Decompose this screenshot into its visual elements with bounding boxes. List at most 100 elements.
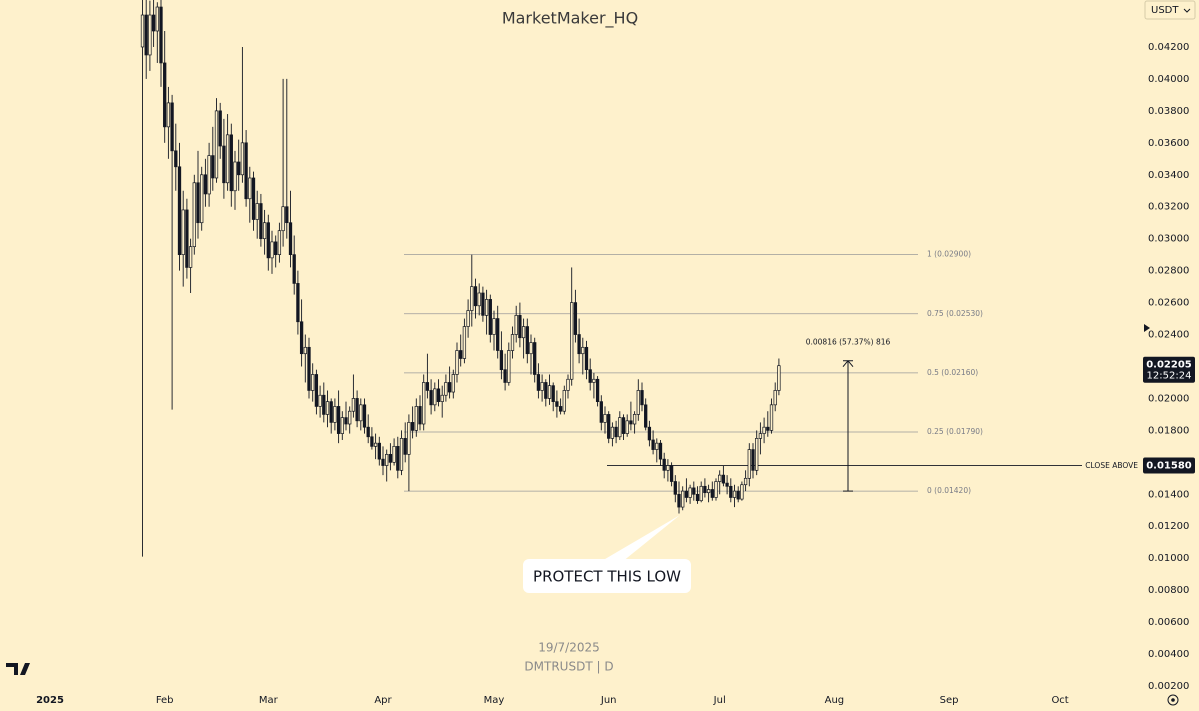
candle-body	[359, 404, 363, 422]
candle-body	[603, 414, 607, 423]
candle-body	[318, 394, 322, 407]
y-tick-label: 0.03000	[1148, 234, 1189, 245]
x-tick-label: Apr	[374, 695, 392, 706]
candle-body	[636, 390, 640, 415]
candle-body	[466, 310, 470, 327]
x-tick-label: Mar	[259, 695, 279, 706]
candle-body	[322, 394, 326, 415]
candle-body	[281, 206, 285, 232]
candle-body	[640, 390, 644, 406]
candle-body	[396, 446, 400, 471]
candle-body	[547, 385, 552, 399]
price-tag	[1143, 457, 1195, 474]
candle-body	[503, 369, 507, 383]
candle-body	[710, 489, 714, 498]
candle-body	[595, 378, 600, 402]
candle-body	[621, 417, 626, 434]
candle-body	[492, 318, 496, 335]
candle-body	[647, 426, 652, 441]
candle-body	[533, 342, 537, 375]
candle-body	[370, 436, 374, 447]
y-tick-label: 0.01800	[1148, 425, 1189, 436]
y-tick-label: 0.01400	[1148, 489, 1189, 500]
candle-body	[540, 382, 544, 391]
candle-body	[747, 449, 751, 479]
x-tick-label: Aug	[825, 695, 845, 706]
candle-body	[736, 490, 740, 500]
candle-body	[692, 487, 696, 495]
last-price: 0.02205	[1146, 360, 1192, 371]
candle-body	[484, 299, 489, 316]
y-tick-label: 0.02000	[1148, 393, 1189, 404]
candle-body	[655, 442, 659, 450]
scroll-marker[interactable]	[1144, 324, 1150, 332]
candle-body	[699, 485, 703, 502]
candle-body	[377, 442, 381, 460]
y-tick-label: 0.04200	[1148, 42, 1189, 53]
candle-body	[599, 401, 603, 423]
logo[interactable]	[6, 663, 30, 675]
y-tick-label: 0.03400	[1148, 170, 1189, 181]
candle-body	[188, 246, 193, 268]
candle-body	[144, 14, 148, 56]
candle-body	[392, 446, 396, 463]
x-tick-label: 2025	[36, 695, 64, 706]
candle-body	[240, 142, 245, 176]
candle-body	[311, 374, 315, 391]
candle-body	[681, 490, 685, 508]
y-tick-label: 0.01200	[1148, 521, 1189, 532]
candle-body	[270, 241, 274, 259]
candle-body	[422, 382, 426, 425]
currency-label: USDT	[1151, 5, 1179, 16]
candle-body	[625, 420, 629, 434]
candle-body	[470, 286, 474, 311]
candle-body	[229, 134, 233, 192]
candle-body	[373, 442, 378, 447]
settings-icon[interactable]	[1167, 694, 1179, 706]
candle-body	[196, 182, 200, 224]
y-tick-label: 0.02400	[1148, 330, 1189, 341]
candle-body	[414, 406, 418, 431]
candle-body	[200, 174, 204, 224]
fib-label: 1 (0.02900)	[927, 250, 971, 259]
candle-body	[562, 390, 566, 412]
candle-body	[385, 454, 389, 466]
y-tick-label: 0.00200	[1148, 681, 1189, 692]
candle-body	[362, 404, 367, 428]
candle-body	[410, 422, 415, 431]
candle-body	[177, 166, 182, 256]
candle-body	[255, 203, 259, 220]
candle-body	[211, 155, 215, 179]
candle-body	[706, 489, 711, 494]
candle-body	[577, 334, 581, 355]
candle-body	[570, 302, 574, 380]
candle-body	[403, 438, 407, 455]
settings-icon-center	[1171, 698, 1175, 702]
candle-body	[773, 390, 777, 406]
candle-body	[140, 14, 145, 48]
currency-select[interactable]	[1144, 0, 1196, 20]
candle-body	[296, 283, 300, 323]
callout-text: PROTECT THIS LOW	[533, 568, 681, 586]
candle-body	[610, 426, 615, 439]
candle-body	[751, 449, 755, 471]
candle-body	[277, 230, 282, 256]
x-tick-label: Oct	[1051, 695, 1068, 706]
candle-body	[673, 481, 677, 495]
candle-body	[566, 378, 570, 391]
candle-body	[418, 406, 422, 425]
candle-body	[644, 404, 648, 428]
candle-body	[233, 161, 237, 192]
candle-body	[629, 420, 633, 425]
candle-body	[588, 369, 592, 383]
candle-body	[348, 410, 352, 425]
candle-body	[181, 209, 185, 256]
y-tick-label: 0.00800	[1148, 585, 1189, 596]
candle-body	[166, 102, 171, 128]
candle-body	[510, 334, 515, 351]
candle-body	[777, 365, 781, 391]
candle-body	[351, 398, 356, 412]
candle-body	[455, 350, 459, 375]
